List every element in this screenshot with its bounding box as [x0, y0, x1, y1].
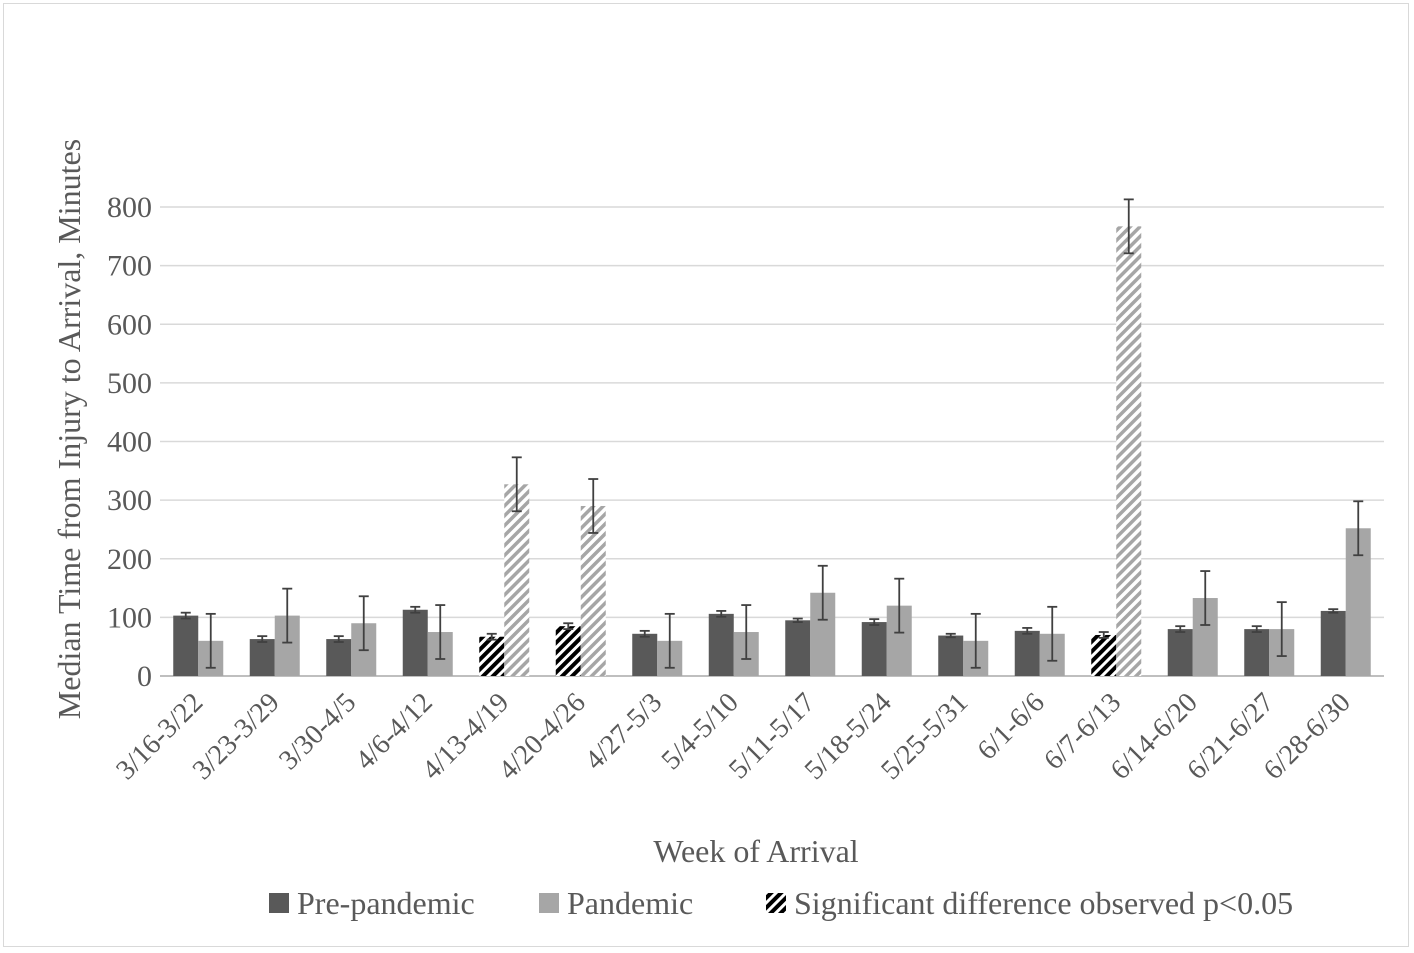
error-bar-pre-pandemic-4/20-4/26: [563, 622, 574, 630]
error-bar-pandemic-3/23-3/29: [282, 587, 293, 644]
error-bar-pandemic-4/13-4/19: [511, 456, 522, 513]
bar-pandemic-6/7-6/13: [1116, 226, 1142, 676]
error-bar-pre-pandemic-3/16-3/22: [180, 611, 191, 620]
bar-pre-pandemic-4/6-4/12: [402, 609, 428, 676]
bar-pre-pandemic-6/7-6/13: [1091, 634, 1117, 676]
error-bar-pandemic-3/16-3/22: [205, 612, 216, 669]
error-bar-pre-pandemic-4/13-4/19: [486, 632, 497, 641]
x-axis-ticks: 3/16-3/223/23-3/293/30-4/54/6-4/124/13-4…: [110, 687, 1356, 786]
legend-item-significant: Significant difference observed p<0.05: [766, 885, 1293, 921]
y-tick-label: 200: [107, 543, 152, 576]
error-bar-pandemic-6/14-6/20: [1200, 570, 1211, 626]
legend: Pre-pandemic Pandemic Significant differen…: [269, 885, 1293, 921]
bar-pre-pandemic-6/14-6/20: [1167, 629, 1193, 676]
y-tick-label: 700: [107, 250, 152, 283]
error-bars: [180, 198, 1364, 669]
error-bar-pandemic-3/30-4/5: [358, 595, 369, 652]
error-bar-pandemic-5/11-5/17: [817, 564, 828, 621]
error-bar-pre-pandemic-6/1-6/6: [1022, 627, 1033, 635]
error-bar-pre-pandemic-3/30-4/5: [333, 635, 344, 643]
error-bar-pandemic-5/18-5/24: [894, 577, 905, 634]
y-tick-label: 100: [107, 601, 152, 634]
bar-pre-pandemic-4/13-4/19: [479, 636, 505, 676]
error-bar-pre-pandemic-5/25-5/31: [945, 632, 956, 639]
bar-pre-pandemic-5/4-5/10: [708, 613, 734, 676]
x-tick-label: 4/27-5/3: [579, 687, 668, 776]
error-bar-pandemic-4/27-5/3: [664, 612, 675, 669]
bar-pre-pandemic-5/18-5/24: [861, 622, 887, 676]
bar-pre-pandemic-6/21-6/27: [1244, 629, 1270, 676]
error-bar-pandemic-4/20-4/26: [588, 478, 599, 534]
error-bar-pre-pandemic-4/27-5/3: [639, 629, 650, 638]
x-axis-title: Week of Arrival: [653, 833, 858, 869]
bar-pre-pandemic-4/20-4/26: [555, 626, 581, 676]
legend-item-pandemic: Pandemic: [539, 885, 693, 921]
chart-frame: 0 100 200 300 400 500 600 700 800 3/16-3/22 3/23-…: [3, 3, 1409, 947]
bar-pre-pandemic-3/16-3/22: [173, 615, 199, 676]
error-bar-pandemic-6/28-6/30: [1353, 500, 1364, 557]
y-tick-label: 300: [107, 484, 152, 517]
error-bar-pre-pandemic-6/7-6/13: [1098, 631, 1109, 639]
error-bar-pandemic-5/4-5/10: [741, 604, 752, 660]
bar-pre-pandemic-6/28-6/30: [1320, 610, 1346, 676]
error-bar-pre-pandemic-6/21-6/27: [1251, 625, 1262, 633]
bars: [173, 226, 1371, 676]
error-bar-pre-pandemic-5/4-5/10: [716, 610, 727, 618]
chart-svg: 0 100 200 300 400 500 600 700 800 3/16-3/223/23-…: [51, 139, 1384, 921]
legend-item-pandemic-swatch: [539, 893, 559, 913]
error-bar-pandemic-6/7-6/13: [1123, 198, 1134, 255]
bar-pre-pandemic-3/30-4/5: [326, 639, 352, 676]
bar-pre-pandemic-3/23-3/29: [249, 639, 275, 676]
error-bar-pre-pandemic-4/6-4/12: [410, 605, 421, 614]
y-tick-label: 800: [107, 191, 152, 224]
error-bar-pandemic-4/6-4/12: [435, 604, 446, 660]
bar-pandemic-4/13-4/19: [504, 484, 530, 676]
y-tick-label: 0: [137, 660, 152, 693]
legend-item-significant-label: Significant difference observed p<0.05: [794, 885, 1293, 921]
error-bar-pandemic-6/1-6/6: [1047, 605, 1058, 662]
error-bar-pre-pandemic-5/11-5/17: [792, 617, 803, 623]
bar-pre-pandemic-5/25-5/31: [938, 635, 964, 676]
y-tick-label: 600: [107, 308, 152, 341]
bar-pre-pandemic-4/27-5/3: [632, 633, 658, 676]
error-bar-pre-pandemic-5/18-5/24: [869, 618, 880, 626]
legend-item-pre-pandemic: Pre-pandemic: [269, 885, 475, 921]
error-bar-pre-pandemic-6/14-6/20: [1175, 625, 1186, 633]
error-bar-pandemic-5/25-5/31: [970, 612, 981, 669]
y-tick-label: 500: [107, 367, 152, 400]
bar-pre-pandemic-5/11-5/17: [785, 620, 811, 676]
legend-item-pandemic-label: Pandemic: [567, 885, 693, 921]
error-bar-pre-pandemic-6/28-6/30: [1328, 608, 1339, 614]
bar-pre-pandemic-6/1-6/6: [1014, 630, 1040, 676]
y-tick-label: 400: [107, 426, 152, 459]
y-axis-title: Median Time from Injury to Arrival, Minu…: [51, 139, 87, 719]
bar-pandemic-4/20-4/26: [580, 505, 606, 676]
error-bar-pandemic-6/21-6/27: [1276, 601, 1287, 657]
y-axis-ticks: 0 100 200 300 400 500 600 700 800: [107, 191, 152, 693]
x-tick-label: 3/30-4/5: [273, 687, 362, 776]
legend-item-pre-pandemic-label: Pre-pandemic: [297, 885, 475, 921]
legend-item-pre-pandemic-swatch: [269, 893, 289, 913]
legend-item-significant-swatch: [766, 893, 786, 913]
error-bar-pre-pandemic-3/23-3/29: [257, 635, 268, 643]
